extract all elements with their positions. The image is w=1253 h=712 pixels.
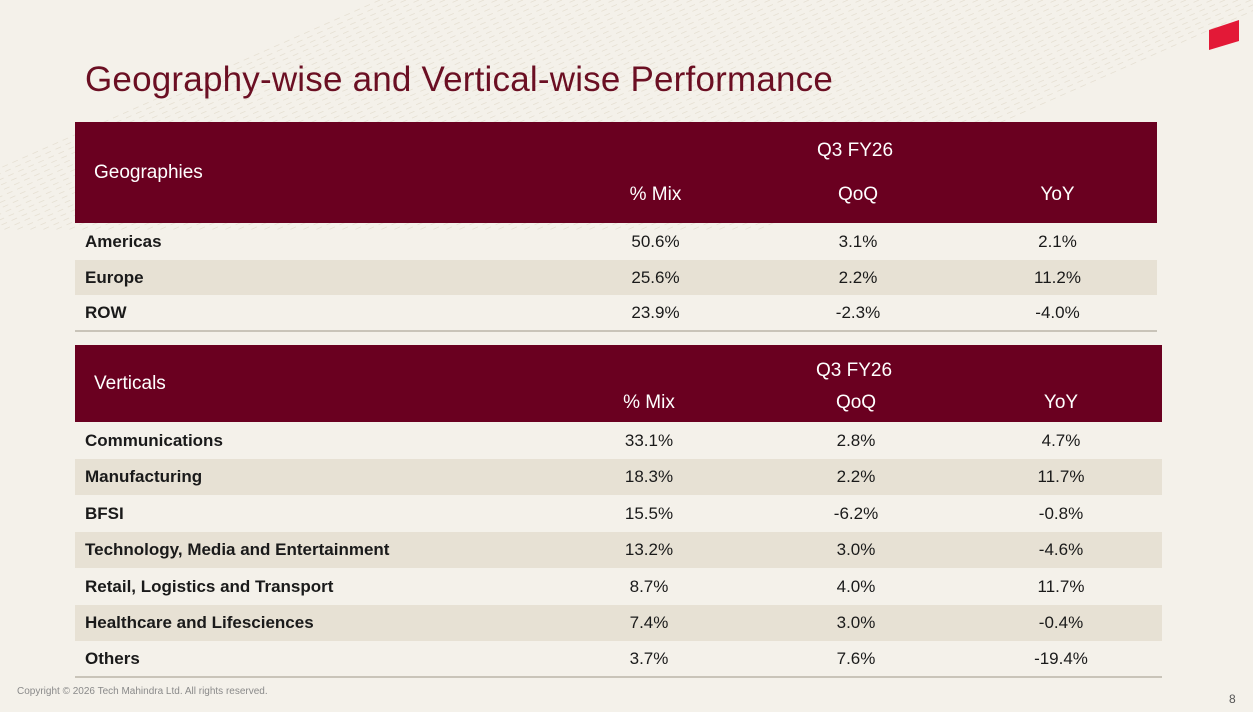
verticals-header-label: Verticals [75,345,546,422]
mix-value: 23.9% [553,295,758,332]
qoq-value: 7.6% [752,641,960,678]
table-row: Communications 33.1% 2.8% 4.7% [75,422,1162,459]
background-line [0,0,498,221]
table-row: Healthcare and Lifesciences 7.4% 3.0% -0… [75,605,1163,641]
mix-value: 50.6% [631,231,680,251]
yoy-value: 4.7% [1041,430,1081,450]
row-name: BFSI [85,503,124,523]
mix-value: 18.3% [546,459,752,495]
background-line [0,0,459,204]
yoy-value: -4.0% [958,295,1158,332]
yoy-value: -0.4% [960,605,1163,641]
row-name: ROW [75,295,553,332]
yoy-value: 11.7% [960,459,1163,495]
yoy-value: 11.7% [1037,576,1085,596]
verticals-table: Verticals Q3 FY26 % Mix QoQ YoY Communic… [75,345,1163,678]
geographies-table: Geographies Q3 FY26 % Mix QoQ YoY Americ… [75,122,1158,332]
yoy-value: -19.4% [960,641,1163,678]
qoq-value: -6.2% [833,503,879,523]
table-row: Americas 50.6% 3.1% 2.1% [75,223,1157,260]
column-header-qoq: QoQ [758,166,958,223]
yoy-value: -4.6% [960,532,1163,568]
table-row: Retail, Logistics and Transport 8.7% 4.0… [75,568,1162,605]
qoq-value: 3.1% [838,231,878,251]
row-name: Communications [85,430,223,450]
row-name: Healthcare and Lifesciences [75,605,546,641]
yoy-value: -0.8% [1038,503,1084,523]
verticals-columns-row: % Mix QoQ YoY [75,384,1163,422]
qoq-value: -2.3% [758,295,958,332]
mix-value: 3.7% [546,641,752,678]
table-row: Europe 25.6% 2.2% 11.2% [75,260,1158,295]
verticals-header-row: Verticals Q3 FY26 [75,345,1163,422]
yoy-value: 2.1% [1038,231,1077,251]
row-name: Technology, Media and Entertainment [75,532,546,568]
mix-value: 15.5% [624,503,674,523]
page-number: 8 [1229,692,1236,706]
mix-value: 8.7% [629,576,669,596]
table-row: ROW 23.9% -2.3% -4.0% [75,295,1158,332]
mix-value: 33.1% [624,430,674,450]
mix-value: 25.6% [553,260,758,295]
qoq-value: 3.0% [752,532,960,568]
yoy-value: 11.2% [958,260,1158,295]
footer-copyright: Copyright © 2026 Tech Mahindra Ltd. All … [17,686,268,697]
verticals-period-label: Q3 FY26 [546,345,1163,384]
brand-logo-icon [1209,20,1239,50]
table-row: BFSI 15.5% -6.2% -0.8% [75,495,1162,532]
geographies-header-label: Geographies [75,122,553,223]
column-header-mix: % Mix [553,166,758,223]
table-row: Manufacturing 18.3% 2.2% 11.7% [75,459,1163,495]
qoq-value: 2.2% [752,459,960,495]
column-header-yoy: YoY [958,166,1158,223]
row-name: Americas [85,231,162,251]
qoq-value: 2.8% [836,430,876,450]
geographies-columns-row: % Mix QoQ YoY [75,166,1158,223]
row-name: Others [75,641,546,678]
row-name: Manufacturing [75,459,546,495]
mix-value: 13.2% [546,532,752,568]
qoq-value: 4.0% [836,576,876,596]
geographies-header-row: Geographies Q3 FY26 [75,122,1158,223]
column-header-qoq: QoQ [752,384,960,422]
background-line [0,0,485,215]
column-header-yoy: YoY [960,384,1163,422]
mix-value: 7.4% [546,605,752,641]
row-name: Europe [75,260,553,295]
background-line [0,0,472,209]
column-header-mix: % Mix [546,384,752,422]
table-row: Technology, Media and Entertainment 13.2… [75,532,1163,568]
qoq-value: 3.0% [752,605,960,641]
geographies-period-label: Q3 FY26 [553,122,1158,166]
row-name: Retail, Logistics and Transport [85,576,334,596]
background-line [0,0,446,198]
table-row: Others 3.7% 7.6% -19.4% [75,641,1163,678]
page-title: Geography-wise and Vertical-wise Perform… [85,60,834,99]
qoq-value: 2.2% [758,260,958,295]
